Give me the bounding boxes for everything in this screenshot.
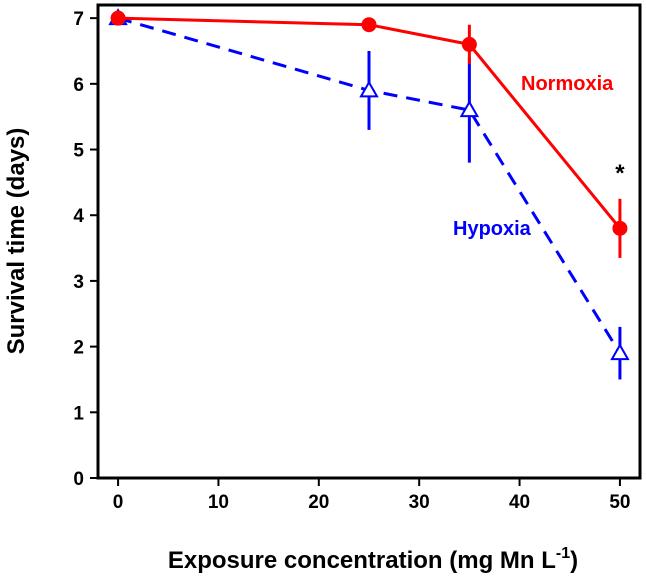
data-point [110, 10, 126, 26]
y-tick-label: 4 [73, 206, 84, 227]
x-axis-title: Exposure concentration (mg Mn L-1) [168, 545, 578, 574]
y-axis-title: Survival time (days) [3, 128, 30, 355]
series-hypoxia [108, 8, 630, 380]
data-point [359, 80, 379, 98]
x-tick-label: 0 [113, 492, 124, 513]
series-line [118, 16, 622, 230]
x-tick-label: 20 [308, 492, 329, 513]
series-labels: Normoxia Hypoxia [453, 73, 614, 240]
data-point [459, 100, 480, 118]
x-tick-label: 40 [509, 492, 530, 513]
series-layer [108, 8, 630, 380]
x-tick-label: 10 [208, 492, 229, 513]
significance-asterisk: * [615, 160, 625, 187]
series-normoxia [110, 10, 628, 258]
x-axis-title-end: ) [570, 547, 578, 574]
x-axis-title-main: Exposure concentration (mg Mn L [168, 547, 556, 574]
y-tick-label: 2 [73, 338, 84, 359]
legend-label-normoxia: Normoxia [521, 73, 614, 95]
x-tick-label: 30 [409, 492, 430, 513]
series-line [117, 16, 622, 354]
y-tick-label: 3 [73, 272, 84, 293]
axis-ticks: 0 10 20 30 40 50 0 1 2 3 4 5 6 7 [73, 9, 630, 513]
legend-label-hypoxia: Hypoxia [453, 218, 532, 240]
data-point [612, 220, 628, 236]
data-point [361, 17, 377, 33]
y-tick-label: 6 [73, 75, 84, 96]
y-tick-label: 1 [73, 403, 84, 424]
plot-frame [96, 3, 642, 480]
data-point [610, 343, 630, 361]
x-tick-label: 50 [609, 492, 630, 513]
data-point [461, 36, 477, 52]
x-axis-title-sup: -1 [556, 545, 570, 562]
y-tick-label: 7 [73, 9, 84, 30]
y-tick-label: 5 [73, 141, 84, 162]
y-tick-label: 0 [73, 469, 84, 490]
